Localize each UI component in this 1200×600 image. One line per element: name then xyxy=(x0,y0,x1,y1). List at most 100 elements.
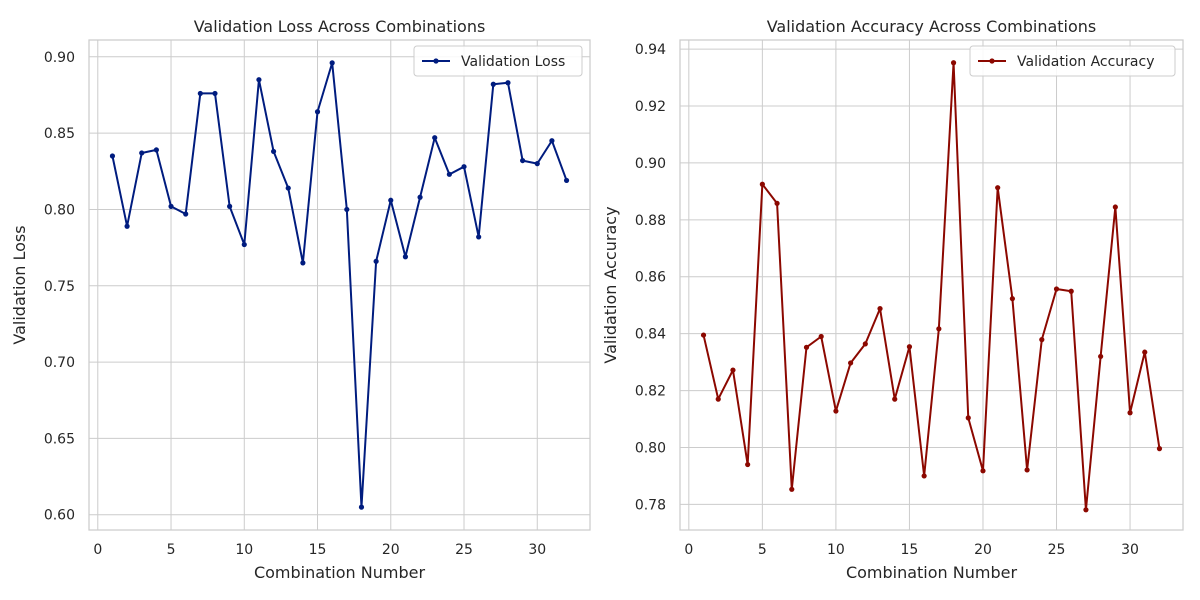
loss-x-tick-label: 20 xyxy=(382,542,400,558)
loss-data-point xyxy=(417,194,423,200)
loss-x-tick-label: 5 xyxy=(167,542,176,558)
accuracy-x-tick-label: 0 xyxy=(684,542,693,558)
loss-y-tick-label: 0.75 xyxy=(44,279,75,295)
accuracy-data-point xyxy=(862,341,868,347)
accuracy-data-point xyxy=(1142,349,1148,355)
loss-y-tick-label: 0.70 xyxy=(44,355,75,371)
accuracy-data-point xyxy=(877,306,883,312)
accuracy-data-point xyxy=(950,60,957,66)
loss-chart-panel: 0 5 10 15 20 25 30 0.60 0.65 0.70 0.75 0.80 0.85 0.90… xyxy=(10,17,591,582)
accuracy-y-axis-label: Validation Accuracy xyxy=(601,206,620,363)
accuracy-legend-label: Validation Accuracy xyxy=(1017,54,1155,70)
accuracy-data-point xyxy=(906,344,913,350)
accuracy-legend-box xyxy=(969,45,1176,77)
accuracy-chart-panel: 0 5 10 15 20 25 30 0.78 0.80 0.82 0.84 0.86 0.88 0.90… xyxy=(601,17,1184,582)
loss-data-point xyxy=(563,177,570,184)
loss-x-tick-label: 10 xyxy=(235,542,253,558)
accuracy-data-point xyxy=(774,200,780,206)
loss-data-point xyxy=(285,185,291,191)
accuracy-data-point xyxy=(1039,337,1045,343)
accuracy-data-point xyxy=(818,333,824,340)
loss-data-point xyxy=(227,203,233,209)
accuracy-legend: Validation Accuracy xyxy=(969,45,1176,77)
loss-data-point xyxy=(534,161,540,167)
accuracy-x-tick-label: 10 xyxy=(827,542,845,558)
accuracy-data-point xyxy=(759,181,765,187)
loss-legend-box xyxy=(413,45,583,77)
loss-chart-title: Validation Loss Across Combinations xyxy=(194,17,486,36)
accuracy-y-tick-label: 0.82 xyxy=(635,384,666,400)
loss-data-point xyxy=(197,90,203,97)
accuracy-y-tick-label: 0.92 xyxy=(635,99,666,115)
loss-data-point xyxy=(139,150,145,156)
loss-x-tick-label: 25 xyxy=(455,542,473,558)
accuracy-series-line xyxy=(702,61,1161,511)
accuracy-data-point xyxy=(980,468,986,474)
loss-data-point xyxy=(183,211,189,217)
loss-data-point xyxy=(490,81,496,87)
accuracy-data-point xyxy=(833,408,839,414)
accuracy-chart-title: Validation Accuracy Across Combinations xyxy=(767,17,1097,36)
loss-data-point xyxy=(549,138,555,144)
accuracy-data-point xyxy=(848,360,854,366)
loss-y-tick-label: 0.60 xyxy=(44,508,75,524)
accuracy-data-point xyxy=(1083,507,1089,513)
loss-data-point xyxy=(270,148,277,155)
accuracy-data-point xyxy=(965,415,971,421)
accuracy-x-tick-label: 25 xyxy=(1048,542,1066,558)
accuracy-data-point xyxy=(1127,410,1133,416)
loss-data-point xyxy=(168,203,174,209)
loss-data-point xyxy=(212,90,218,97)
accuracy-y-tick-label: 0.84 xyxy=(635,327,666,343)
accuracy-x-tick-label: 5 xyxy=(758,542,767,558)
accuracy-y-tick-label: 0.90 xyxy=(635,156,666,172)
loss-data-point xyxy=(256,77,262,83)
accuracy-data-point xyxy=(1068,288,1074,294)
accuracy-y-tick-label: 0.78 xyxy=(635,497,666,513)
loss-data-point xyxy=(329,60,335,66)
loss-series-line xyxy=(111,61,568,509)
loss-y-tick-label: 0.90 xyxy=(44,50,75,66)
loss-x-axis-label: Combination Number xyxy=(254,563,426,582)
accuracy-x-tick-label: 20 xyxy=(974,542,992,558)
accuracy-data-point xyxy=(1053,286,1060,292)
loss-data-point xyxy=(402,254,409,260)
accuracy-data-point xyxy=(1009,296,1015,302)
loss-data-point xyxy=(314,109,321,115)
accuracy-legend-marker xyxy=(989,58,995,64)
loss-y-tick-label: 0.65 xyxy=(44,431,75,447)
loss-data-point xyxy=(358,504,365,510)
accuracy-data-point xyxy=(1156,446,1163,452)
loss-y-tick-label: 0.85 xyxy=(44,126,75,142)
loss-plot-frame xyxy=(88,39,591,531)
accuracy-data-point xyxy=(892,396,898,402)
accuracy-data-point xyxy=(936,326,942,332)
loss-data-point xyxy=(461,164,467,170)
accuracy-y-tick-label: 0.94 xyxy=(635,42,666,58)
accuracy-data-point xyxy=(921,473,927,479)
loss-legend-label: Validation Loss xyxy=(461,54,565,70)
loss-legend-marker xyxy=(433,58,439,64)
loss-legend: Validation Loss xyxy=(413,45,583,77)
loss-data-point xyxy=(109,153,116,159)
accuracy-data-point xyxy=(700,332,707,338)
accuracy-data-point xyxy=(715,396,721,402)
loss-data-point xyxy=(373,258,379,264)
loss-data-point xyxy=(505,80,511,86)
accuracy-x-tick-label: 15 xyxy=(901,542,919,558)
loss-data-point xyxy=(388,197,394,203)
accuracy-data-point xyxy=(789,486,795,492)
accuracy-data-point xyxy=(730,367,736,373)
loss-data-point xyxy=(241,241,247,248)
loss-data-point xyxy=(432,135,438,141)
accuracy-data-point xyxy=(745,461,751,468)
accuracy-plot-frame xyxy=(679,39,1184,531)
accuracy-y-tick-label: 0.80 xyxy=(635,440,666,456)
accuracy-data-point xyxy=(803,344,810,350)
loss-data-point xyxy=(300,260,306,266)
accuracy-data-point xyxy=(1112,204,1118,210)
loss-data-point xyxy=(446,171,452,177)
accuracy-data-point xyxy=(995,185,1001,191)
accuracy-data-point xyxy=(1098,353,1104,360)
